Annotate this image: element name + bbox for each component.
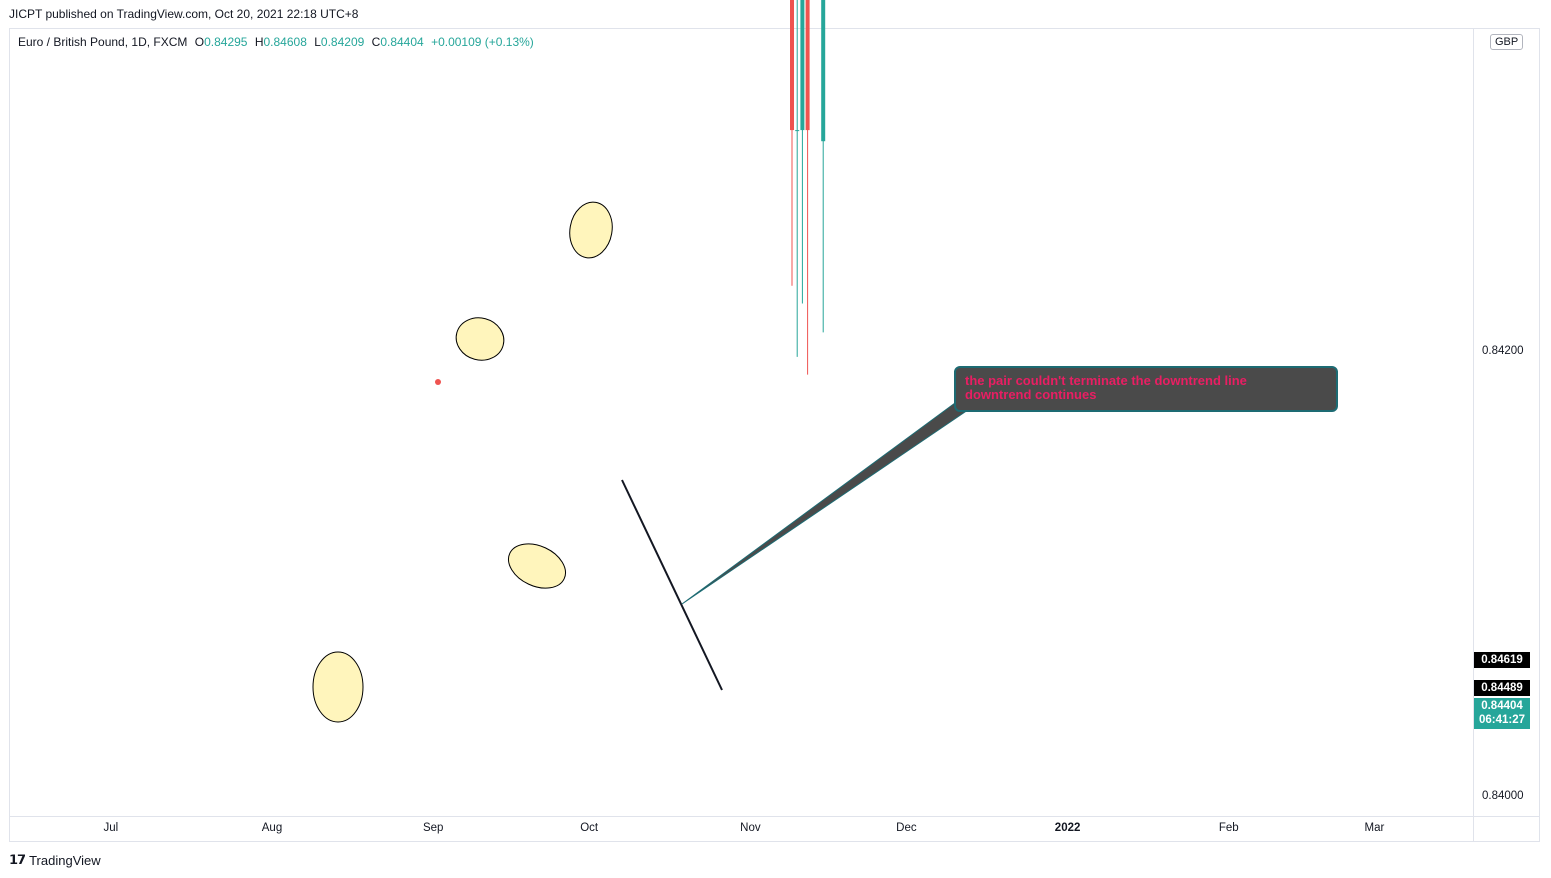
candles (790, 0, 826, 375)
candle-body (821, 0, 826, 142)
legend-close-value: 0.84404 (380, 35, 424, 49)
legend-change: +0.00109 (+0.13%) (431, 35, 534, 49)
brand-name: TradingView (29, 852, 101, 868)
price-tag-last: 0.84404 06:41:27 (1474, 698, 1530, 729)
marker-dot (435, 379, 441, 385)
chart-frame (9, 28, 1540, 842)
time-tick: Jul (103, 822, 119, 834)
bar-countdown: 06:41:27 (1478, 714, 1526, 726)
time-tick: Dec (896, 822, 917, 834)
price-tag-level-1: 0.84619 (1474, 652, 1530, 668)
price-tag-level-2: 0.84489 (1474, 680, 1530, 696)
price-tick: 0.84200 (1482, 345, 1524, 358)
callout-pointer (681, 402, 966, 605)
publisher-text: JICPT published on TradingView.com, Oct … (9, 7, 359, 21)
legend-low-value: 0.84209 (320, 35, 365, 49)
time-tick: 2022 (1054, 822, 1081, 834)
time-tick: Mar (1364, 822, 1385, 834)
chart-legend: Euro / British Pound, 1D, FXCM O0.84295 … (18, 35, 538, 49)
price-tick: 0.84000 (1482, 790, 1524, 802)
candle-body (800, 0, 805, 131)
legend-open-value: 0.84295 (204, 35, 248, 49)
tradingview-brand[interactable]: 𝟭𝟳 TradingView (9, 852, 101, 868)
time-tick: Sep (422, 822, 444, 834)
legend-high-value: 0.84608 (263, 35, 307, 49)
candle-body (790, 0, 794, 131)
downtrend-line (621, 479, 723, 691)
time-tick: Oct (580, 822, 599, 834)
legend-close-label: C (371, 35, 381, 49)
callout-line-2: downtrend continues (965, 387, 1097, 402)
time-axis-divider (9, 816, 1540, 817)
highlight-ellipse (569, 201, 613, 259)
callout-line-1: the pair couldn't terminate the downtren… (965, 373, 1247, 388)
drawings (312, 201, 966, 723)
legend-open-label: O (194, 35, 205, 49)
time-tick: Aug (261, 822, 283, 834)
candle-body (795, 130, 800, 132)
highlight-ellipse (508, 543, 566, 589)
highlight-ellipse (455, 317, 505, 361)
legend-symbol[interactable]: Euro / British Pound, 1D, FXCM (18, 35, 188, 49)
time-tick: Nov (740, 822, 761, 834)
currency-button[interactable]: GBP (1490, 34, 1524, 50)
legend-high-label: H (254, 35, 264, 49)
last-price-value: 0.84404 (1481, 700, 1523, 712)
candle-body (805, 0, 810, 131)
legend-low-label: L (314, 35, 321, 49)
annotation-callout[interactable]: the pair couldn't terminate the downtren… (954, 366, 1338, 412)
highlight-ellipse (312, 651, 364, 723)
price-axis-divider (1473, 28, 1474, 842)
time-tick: Feb (1218, 822, 1239, 834)
tradingview-logo-icon: 𝟭𝟳 (9, 852, 26, 867)
